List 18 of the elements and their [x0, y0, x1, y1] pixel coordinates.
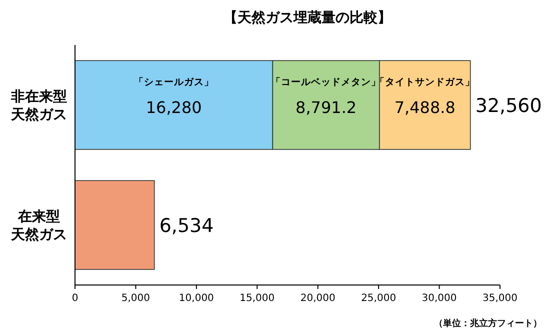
- text: （単位：兆立方フィート）: [434, 318, 542, 329]
- x-tick-label: 20,000: [300, 293, 336, 304]
- total-label: 32,560: [475, 95, 542, 117]
- x-tick-label: 30,000: [422, 293, 457, 304]
- series-label: 「シェールガス」: [134, 76, 214, 88]
- x-tick-label: 10,000: [178, 293, 214, 304]
- chart-title: 【天然ガス埋蔵量の比較】: [224, 10, 392, 26]
- x-tick-label: 5,000: [121, 293, 150, 304]
- data-label: 16,280: [146, 98, 202, 117]
- x-tick-label: 15,000: [240, 293, 275, 304]
- data-label: 8,791.2: [296, 98, 357, 117]
- x-tick-label: 25,000: [361, 293, 396, 304]
- x-tick-label: 0: [72, 293, 78, 304]
- data-label: 7,488.8: [394, 98, 456, 117]
- data-label: 6,534: [159, 215, 214, 237]
- y-tick-label: 在来型天然ガス: [10, 209, 67, 243]
- x-tick-label: 35,000: [482, 293, 518, 304]
- y-tick-label: 非在来型天然ガス: [10, 89, 67, 123]
